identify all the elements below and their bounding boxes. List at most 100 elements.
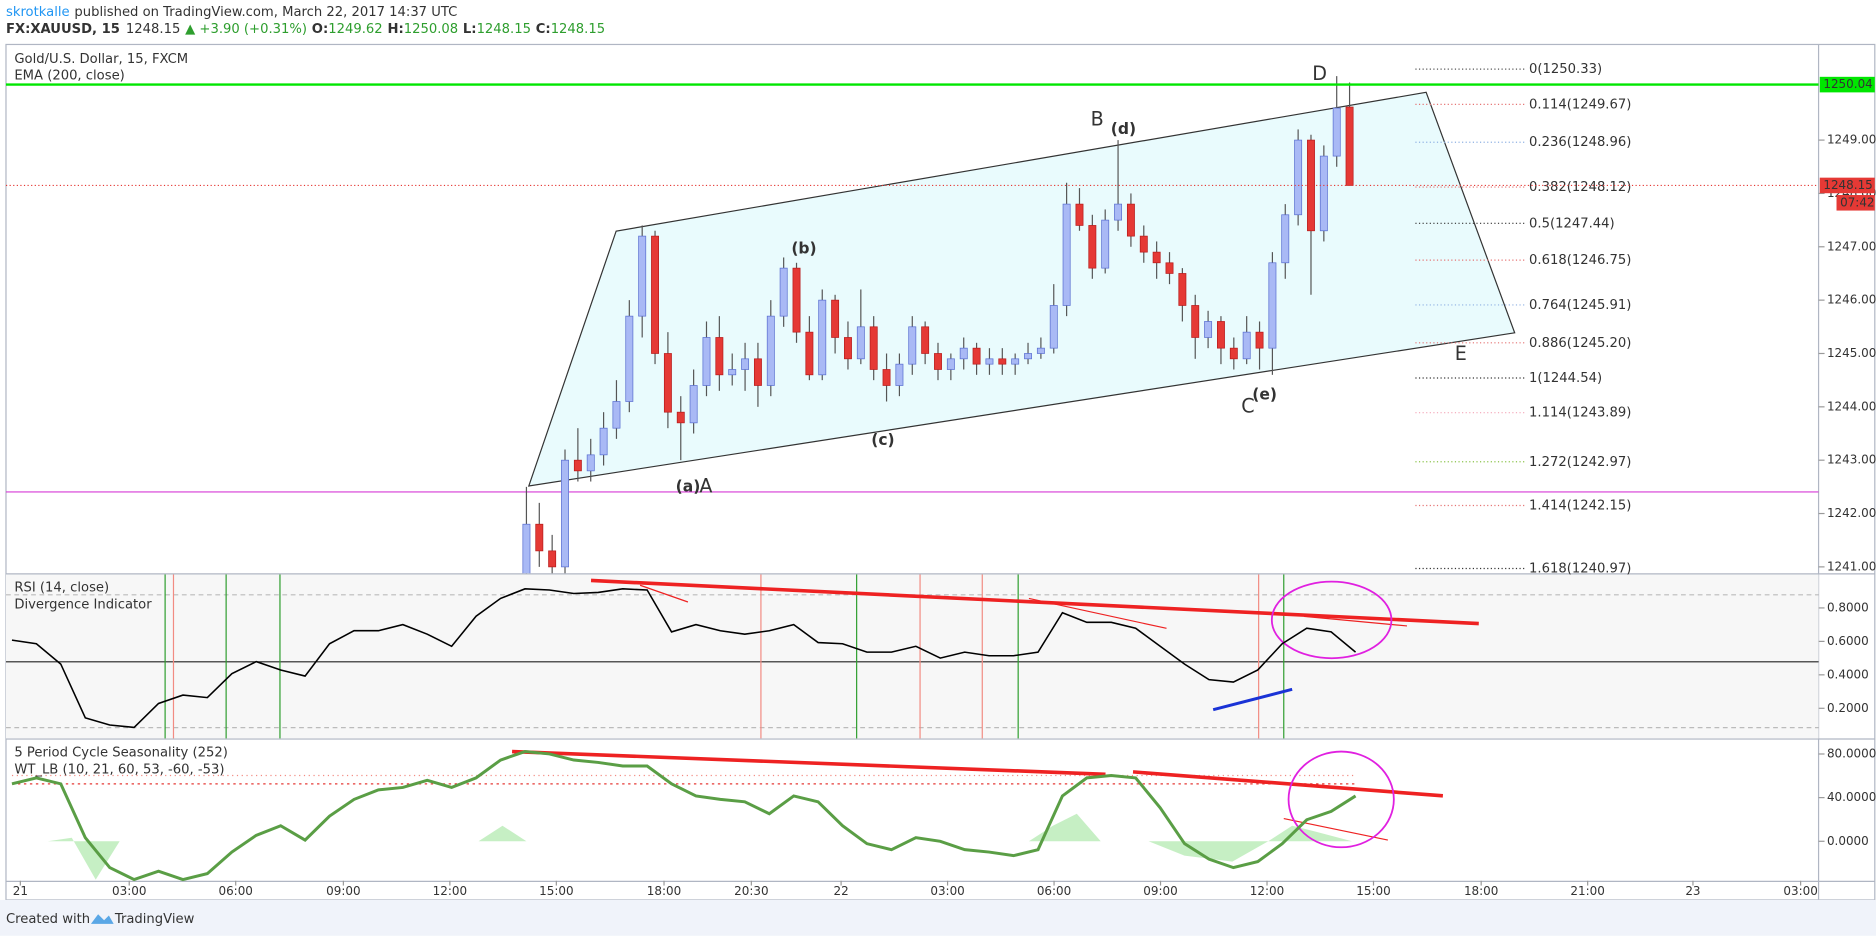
candle-body (651, 235, 659, 354)
candle-body (522, 523, 531, 574)
price-tag-label: 1250.04 (1823, 77, 1872, 91)
x-tick-label: 03:00 (1783, 884, 1817, 898)
x-tick-label: 09:00 (1143, 884, 1177, 898)
published: published on TradingView.com, March 22, … (74, 5, 457, 20)
candle-body (638, 235, 647, 317)
candle-body (1062, 203, 1071, 306)
wave-label: E (1455, 342, 1467, 365)
x-tick-label: 06:00 (218, 884, 252, 898)
footer-brand[interactable]: TradingView (114, 912, 195, 927)
wave-label: C (1241, 394, 1254, 417)
candle-body (599, 427, 608, 456)
candle-body (985, 358, 994, 365)
candle-body (1139, 235, 1148, 253)
candle-body (1217, 321, 1225, 349)
price-tag (1819, 177, 1875, 194)
candle-body (1114, 203, 1123, 221)
last-price: 1248.15 (126, 22, 180, 37)
ohlc-label: L: (463, 22, 477, 37)
y-tick-label: 1241.00 (1827, 559, 1876, 573)
y-tick-label: 1245.00 (1827, 346, 1876, 360)
candles (522, 76, 1354, 574)
candle-body (1319, 155, 1328, 232)
x-tick-label: 22 (833, 884, 848, 898)
candle-body (921, 326, 930, 354)
fib-label: 1.414(1242.15) (1529, 499, 1631, 514)
x-tick-label: 12:00 (433, 884, 467, 898)
pane-subtitle: WT_LB (10, 21, 60, 53, -60, -53) (14, 763, 224, 778)
wave-label: (c) (871, 431, 894, 449)
fib-label: 1.114(1243.89) (1529, 406, 1631, 421)
candle-body (946, 358, 955, 370)
candle-body (792, 267, 801, 333)
x-tick-label: 15:00 (1356, 884, 1390, 898)
candle-body (1075, 203, 1084, 226)
x-tick-label: 03:00 (112, 884, 146, 898)
rsi-background (5, 574, 1819, 739)
candle-body (625, 315, 634, 402)
countdown: 07:42 (1840, 195, 1874, 209)
candle-body (1268, 262, 1277, 349)
candle-body (972, 347, 981, 365)
candle-body (1126, 203, 1135, 237)
footer-text: Created with (6, 912, 90, 927)
candle-body (612, 401, 621, 429)
change: ▲ +3.90 (+0.31%) (185, 22, 307, 37)
divergence-lines (164, 574, 1285, 739)
x-tick-label: 21:00 (1570, 884, 1604, 898)
author[interactable]: skrotkalle (6, 5, 70, 20)
ohlc-label: C: (536, 22, 551, 37)
candle-body (1345, 106, 1354, 186)
y-tick-label: 0.0000 (1827, 834, 1869, 848)
y-tick-label: 0.2000 (1827, 701, 1869, 715)
candle-body (1191, 305, 1200, 338)
candle-body (1242, 331, 1251, 360)
candle-body (766, 315, 775, 386)
ohlc-value: 1249.62 (328, 22, 382, 37)
ohlc-label: O: (312, 22, 328, 37)
footer-bar (0, 899, 1876, 936)
pane-title: Gold/U.S. Dollar, 15, FXCM (14, 52, 188, 67)
candle-body (663, 353, 672, 413)
x-tick-label: 20:30 (734, 884, 768, 898)
fib-label: 0.236(1248.96) (1529, 135, 1631, 150)
logo (90, 914, 114, 924)
candle-body (548, 550, 557, 568)
candle-body (831, 299, 840, 338)
header-line-1: skrotkalle published on TradingView.com, … (6, 5, 457, 20)
y-tick-label: 1242.00 (1827, 506, 1876, 520)
x-tick-label: 21 (13, 884, 28, 898)
candle-body (1088, 225, 1097, 269)
x-tick-label: 18:00 (647, 884, 681, 898)
candle-body (1036, 347, 1045, 354)
candle-body (856, 326, 865, 360)
pane-title: 5 Period Cycle Seasonality (252) (14, 746, 228, 761)
header-line-2: FX:XAUUSD, 15 1248.15 ▲ +3.90 (+0.31%) O:12… (6, 22, 605, 37)
symbol: FX:XAUUSD, 15 (6, 22, 120, 37)
candle-body (779, 267, 788, 317)
y-tick-label: 1246.00 (1827, 293, 1876, 307)
candle-body (1024, 353, 1032, 360)
wave-label: (e) (1252, 386, 1277, 404)
pane-subtitle: EMA (200, close) (14, 69, 124, 84)
x-tick-label: 12:00 (1250, 884, 1284, 898)
fib-label: 0.382(1248.12) (1529, 180, 1631, 195)
candle-body (561, 459, 569, 568)
wave-label: A (699, 475, 712, 498)
candle-body (818, 299, 827, 376)
candle-body (882, 369, 891, 386)
wave-label: (d) (1111, 120, 1136, 138)
x-tick-label: 06:00 (1037, 884, 1071, 898)
candle-body (805, 331, 814, 376)
candle-body (1332, 107, 1341, 157)
candle-body (689, 385, 698, 424)
candle-body (728, 369, 737, 376)
candle-body (586, 454, 595, 472)
wave-label: B (1091, 107, 1104, 130)
x-tick-label: 03:00 (930, 884, 964, 898)
ohlc-value: 1250.08 (404, 22, 458, 37)
candle-body (895, 363, 904, 386)
y-tick-label: 0.4000 (1827, 667, 1869, 681)
